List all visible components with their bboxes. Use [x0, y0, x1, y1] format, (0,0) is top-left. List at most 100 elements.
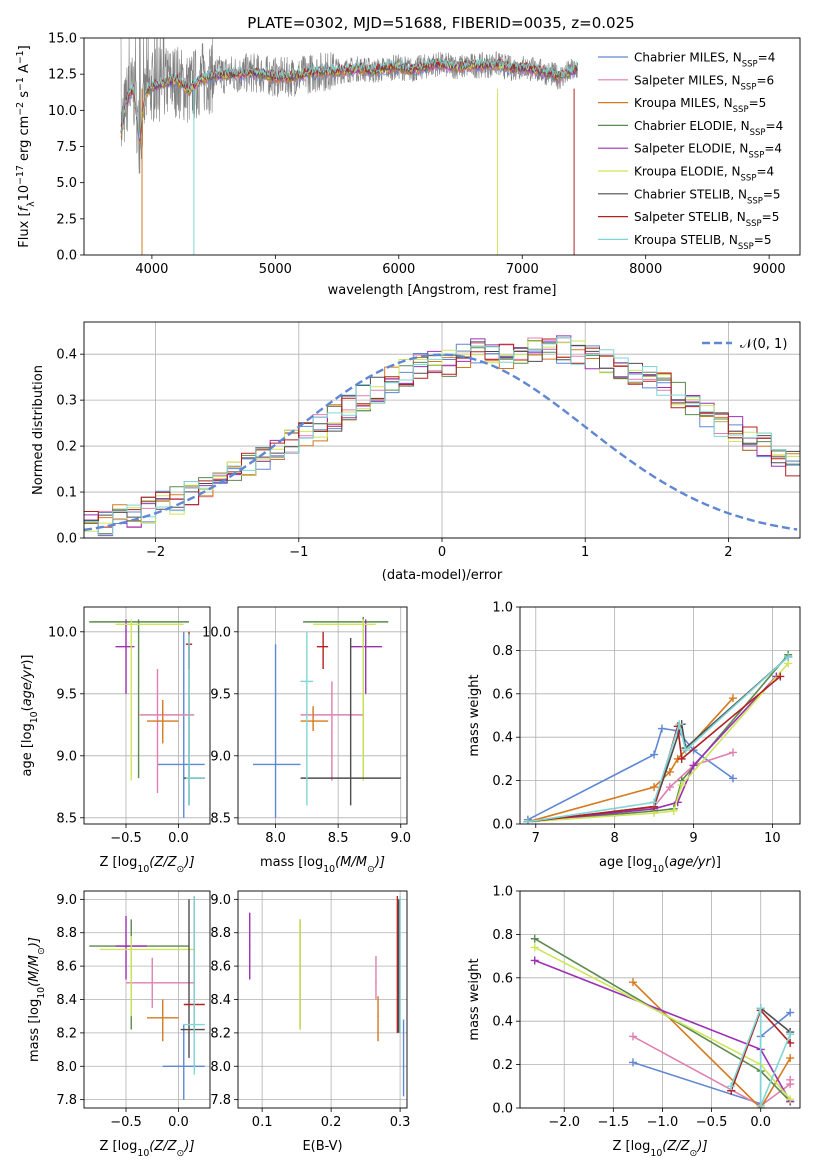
x-tick-label: 2 [724, 545, 732, 560]
y-tick-label: 8.6 [56, 960, 77, 975]
y-axis-label-part: s [17, 91, 32, 102]
x-tick-label: 8 [611, 831, 619, 846]
weight-lines [530, 934, 795, 1108]
weight-marker [650, 783, 659, 792]
y-tick-label: 7.8 [210, 1093, 231, 1108]
x-tick-label: −0.5 [110, 831, 142, 846]
legend-label: Salpeter ELODIE, NSSP=4 [634, 142, 782, 161]
residuals-histogram: −2 −1 0 1 2 0.0 0.1 0.2 0.3 0.4 (data-model)/error… [31, 321, 801, 583]
y-tick-label: 8.5 [210, 811, 231, 826]
y-tick-label: 0.0 [492, 818, 513, 833]
weight-marker [786, 1008, 795, 1017]
weight-series-line [527, 727, 734, 821]
x-axis-label-part: mass [log [260, 855, 323, 870]
legend-label-name: Chabrier MILES, N [634, 51, 742, 65]
weight-marker [665, 767, 674, 776]
x-tick-label: −0.5 [110, 1115, 142, 1130]
legend-label-count: =5 [754, 233, 772, 247]
legend-label-name: Salpeter ELODIE, N [634, 142, 748, 156]
y-tick-label: 0.6 [492, 687, 513, 702]
legend-label-sub: SSP [733, 105, 749, 115]
weight-lines [523, 650, 793, 824]
x-tick-label: 9 [689, 831, 697, 846]
legend-label-sub: SSP [746, 219, 762, 229]
y-tick-label: 10.0 [48, 625, 77, 640]
weight-marker [756, 1101, 765, 1108]
legend-label-name: Kroupa STELIB, N [634, 233, 738, 247]
x-tick-label: 1 [581, 545, 589, 560]
x-tick-label: 0.2 [321, 1115, 342, 1130]
y-tick-label: 0.2 [492, 1058, 513, 1073]
mass-vs-extinction-chart: 0.1 0.2 0.3 7.8 8.0 8.2 8.4 8.6 8.8 9.0 E(B-V) [210, 890, 410, 1154]
weight-marker [727, 1082, 736, 1091]
weight-series-line [730, 1007, 791, 1107]
axes-frame [237, 606, 408, 825]
x-axis-label-part: age [log [599, 855, 652, 870]
weight-marker [677, 754, 686, 763]
x-axis-label-part: Z [log [612, 1139, 650, 1154]
y-tick-label: 0.1 [56, 486, 77, 501]
x-tick-label: 8000 [629, 262, 662, 277]
x-tick-label: 6000 [382, 262, 415, 277]
axes-frame [83, 37, 801, 256]
y-tick-label: 0.0 [492, 1102, 513, 1117]
x-axis-label-part: ( [664, 855, 669, 870]
weight-marker [756, 1004, 765, 1013]
y-tick-label: 8.0 [56, 1060, 77, 1075]
legend-label-name: Chabrier ELODIE, N [634, 119, 750, 133]
x-tick-label: −2.0 [548, 1115, 580, 1130]
y-axis-label-part: age/yr [20, 663, 35, 706]
weight-marker [728, 748, 737, 757]
x-tick-label: 8.5 [328, 831, 349, 846]
axes-frame [83, 606, 211, 825]
weight-marker [669, 806, 678, 815]
model-spectrum [120, 59, 578, 136]
y-axis-label-part: erg cm [17, 116, 32, 165]
legend: 𝒩(0, 1) [702, 337, 787, 352]
spectrum-chart: 4000 5000 6000 7000 8000 9000 0.0 2.5 5.0 7.5 10.0… [15, 32, 801, 298]
y-tick-label: 9.0 [210, 893, 231, 908]
y-tick-label: 1.0 [492, 885, 513, 900]
y-tick-label: 9.0 [210, 749, 231, 764]
y-axis-label-part: age [log [20, 723, 35, 776]
x-tick-label: 0.0 [168, 1115, 189, 1130]
y-tick-label: 5.0 [56, 176, 77, 191]
legend-label-sub: SSP [742, 60, 758, 70]
legend-label-count: =5 [763, 187, 781, 201]
x-axis-label: Z [log10(Z/Z⊙)] [99, 1139, 194, 1159]
x-axis-label-part: 10 [137, 1148, 149, 1159]
y-tick-label: 8.2 [210, 1026, 231, 1041]
y-tick-label: 1.0 [492, 601, 513, 616]
y-axis-label-part: λ [26, 201, 37, 207]
x-tick-label: −1.5 [598, 1115, 630, 1130]
x-axis-label-part: (Z/Z [149, 1139, 177, 1154]
axes-frame [237, 890, 408, 1109]
x-tick-label: 8.0 [265, 831, 286, 846]
y-axis-label: Normed distribution [31, 365, 46, 495]
y-tick-label: 12.5 [48, 68, 77, 83]
axes-frame [83, 890, 211, 1109]
weight-marker [650, 798, 659, 807]
y-axis-label: mass [log10(M/M⊙)] [27, 937, 47, 1062]
x-axis-label-part: ⊙ [177, 1148, 185, 1159]
y-axis-label: Flux [fλ10−17 erg cm−2 s−1 A−1] [15, 45, 37, 247]
x-axis-label-part: age/yr [669, 855, 712, 870]
y-axis-label-part: 10 [17, 185, 32, 202]
legend-label-name: Salpeter STELIB, N [634, 210, 746, 224]
x-axis-label: Z [log10(Z/Z⊙)] [99, 855, 194, 875]
x-tick-label: 7000 [506, 262, 539, 277]
x-axis-label-part: )] [711, 855, 721, 870]
legend-label: Salpeter STELIB, NSSP=5 [634, 210, 779, 229]
x-axis-label-part: )] [183, 855, 194, 870]
weight-series-line [632, 981, 791, 1108]
x-tick-label: 0.0 [168, 831, 189, 846]
y-tick-label: 7.5 [56, 140, 77, 155]
weight-marker [786, 1030, 795, 1039]
x-tick-label: 10 [764, 831, 781, 846]
y-axis-label: age [log10(age/yr)] [20, 654, 40, 776]
weight-marker [677, 780, 686, 789]
x-axis-label-part: (M/M [335, 855, 367, 870]
x-tick-label: −1.0 [647, 1115, 679, 1130]
x-tick-label: 0.0 [750, 1115, 771, 1130]
